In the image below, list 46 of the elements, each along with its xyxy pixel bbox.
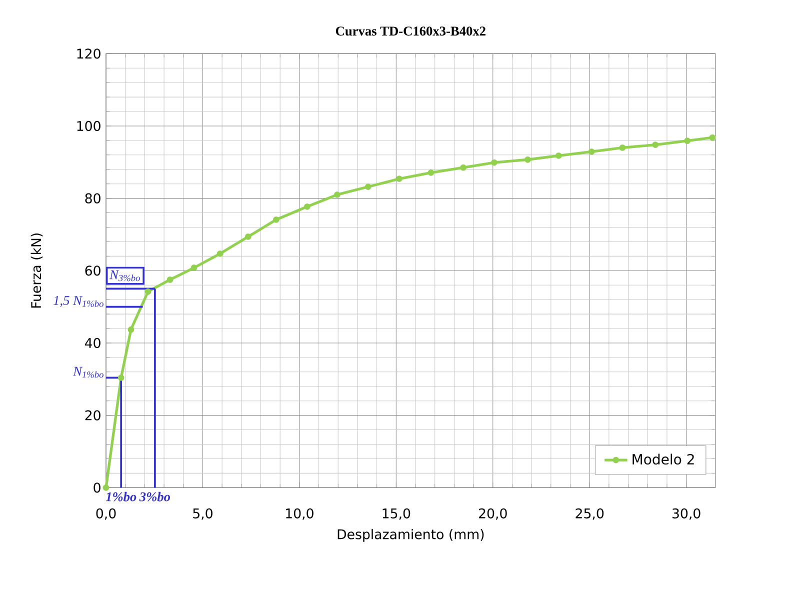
point xyxy=(684,138,690,144)
annotation: 1%bo xyxy=(106,492,136,502)
annotation: 3%bo xyxy=(139,492,170,502)
point xyxy=(491,159,498,166)
point xyxy=(190,264,198,271)
point xyxy=(334,192,340,198)
x-tick-label: 5,0 xyxy=(193,508,212,520)
point xyxy=(166,276,174,283)
point xyxy=(102,484,110,491)
point xyxy=(273,216,280,223)
point xyxy=(619,144,626,151)
point xyxy=(304,203,310,210)
point xyxy=(652,142,659,148)
chart-title: Curvas TD-C160x3-B40x2 xyxy=(336,26,486,36)
y-axis-title: Fuerza (kN) xyxy=(30,234,43,308)
y-tick-label: 80 xyxy=(85,193,100,204)
x-tick-label: 20,0 xyxy=(479,508,507,520)
point xyxy=(428,169,434,176)
point xyxy=(216,250,224,257)
point xyxy=(364,184,372,190)
point xyxy=(709,134,716,141)
point xyxy=(128,326,134,333)
point xyxy=(244,233,252,240)
y-tick-label: 0 xyxy=(94,482,100,493)
point xyxy=(118,374,124,381)
point xyxy=(144,288,152,295)
x-tick-label: 25,0 xyxy=(576,508,604,520)
x-axis-title: Desplazamiento (mm) xyxy=(338,528,484,542)
point xyxy=(555,152,562,159)
annotation: 1,5 N$_{1%bo}$ xyxy=(54,296,104,307)
x-tick-label: 15,0 xyxy=(382,508,410,520)
y-tick-label: 100 xyxy=(77,120,100,132)
point xyxy=(524,156,531,163)
x-tick-label: 10,0 xyxy=(286,508,314,520)
y-tick-label: 20 xyxy=(85,410,100,420)
point xyxy=(396,176,402,182)
annotation: N$_{1%bo}$ xyxy=(72,366,104,378)
x-tick-label: 0,0 xyxy=(96,508,116,520)
y-tick-label: 60 xyxy=(85,266,100,276)
point xyxy=(460,164,466,171)
y-tick-label: 120 xyxy=(77,48,100,59)
legend-label: Modelo 2 xyxy=(632,454,694,465)
y-tick-label: 40 xyxy=(84,338,100,348)
x-tick-label: 30,0 xyxy=(672,508,700,520)
point xyxy=(588,148,595,155)
annotation: N$_{3%bo}$ xyxy=(109,270,140,282)
